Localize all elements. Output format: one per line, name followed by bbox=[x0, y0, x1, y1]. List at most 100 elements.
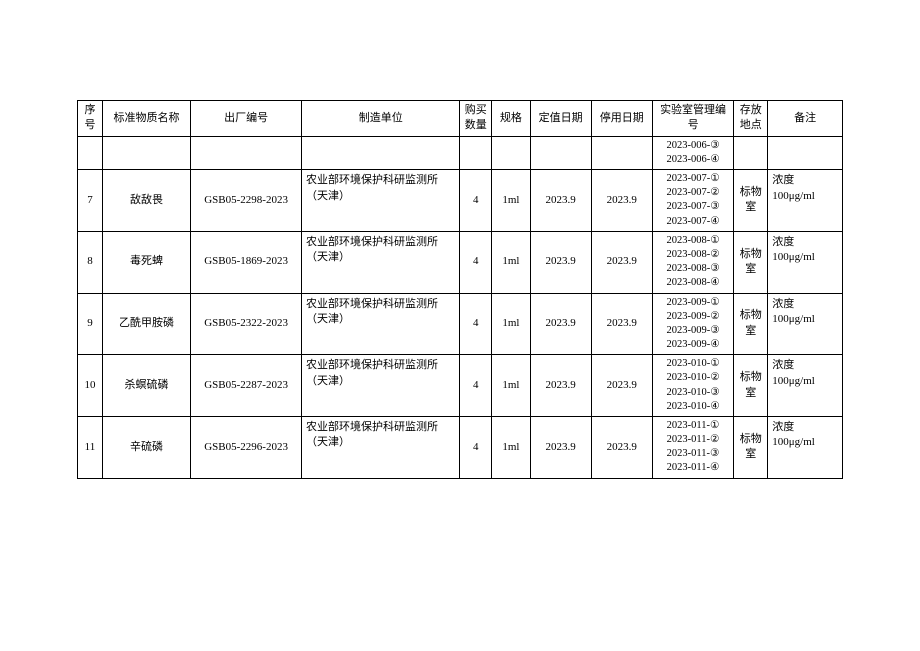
cell-location: 标物室 bbox=[734, 170, 768, 232]
labno-line: 2023-008-② bbox=[666, 249, 719, 260]
cell-qty: 4 bbox=[460, 231, 492, 293]
note-line: 浓度 bbox=[772, 298, 794, 310]
labno-line: 2023-011-③ bbox=[667, 448, 720, 459]
labno-line: 2023-006-③ bbox=[666, 140, 719, 151]
cell-factory: GSB05-2296-2023 bbox=[191, 416, 302, 478]
cell-expdate: 2023.9 bbox=[591, 355, 652, 417]
cell-location: 标物室 bbox=[734, 231, 768, 293]
cell-name: 乙酰甲胺磷 bbox=[102, 293, 190, 355]
labno-line: 2023-008-① bbox=[666, 235, 719, 246]
cell-name: 杀螟硫磷 bbox=[102, 355, 190, 417]
cell-caldate: 2023.9 bbox=[530, 293, 591, 355]
cell-caldate bbox=[530, 136, 591, 169]
mfg-line: 农业部环境保护科研监测所 bbox=[306, 359, 438, 371]
cell-seq: 10 bbox=[78, 355, 103, 417]
note-line: 100μg/ml bbox=[772, 375, 815, 387]
document-page: 序号 标准物质名称 出厂编号 制造单位 购买数量 规格 定值日期 停用日期 实验… bbox=[0, 0, 920, 479]
cell-remark: 浓度 100μg/ml bbox=[768, 231, 843, 293]
labno-line: 2023-011-② bbox=[667, 434, 720, 445]
cell-factory: GSB05-2298-2023 bbox=[191, 170, 302, 232]
cell-spec: 1ml bbox=[492, 416, 530, 478]
labno-line: 2023-007-① bbox=[666, 173, 719, 184]
header-factory: 出厂编号 bbox=[191, 101, 302, 137]
note-line: 100μg/ml bbox=[772, 251, 815, 263]
cell-labno: 2023-011-① 2023-011-② 2023-011-③ 2023-01… bbox=[652, 416, 733, 478]
cell-seq bbox=[78, 136, 103, 169]
cell-name: 毒死蜱 bbox=[102, 231, 190, 293]
labno-line: 2023-009-③ bbox=[666, 325, 719, 336]
table-row: 9 乙酰甲胺磷 GSB05-2322-2023 农业部环境保护科研监测所 （天津… bbox=[78, 293, 843, 355]
labno-line: 2023-007-④ bbox=[666, 216, 719, 227]
cell-expdate: 2023.9 bbox=[591, 293, 652, 355]
cell-spec: 1ml bbox=[492, 231, 530, 293]
cell-seq: 11 bbox=[78, 416, 103, 478]
cell-spec: 1ml bbox=[492, 355, 530, 417]
labno-line: 2023-010-② bbox=[666, 372, 719, 383]
mfg-line: 农业部环境保护科研监测所 bbox=[306, 174, 438, 186]
header-caldate: 定值日期 bbox=[530, 101, 591, 137]
header-remark: 备注 bbox=[768, 101, 843, 137]
cell-location: 标物室 bbox=[734, 416, 768, 478]
standard-material-table: 序号 标准物质名称 出厂编号 制造单位 购买数量 规格 定值日期 停用日期 实验… bbox=[77, 100, 843, 479]
cell-mfg bbox=[302, 136, 460, 169]
cell-spec: 1ml bbox=[492, 170, 530, 232]
labno-line: 2023-008-④ bbox=[666, 277, 719, 288]
cell-expdate: 2023.9 bbox=[591, 231, 652, 293]
cell-qty bbox=[460, 136, 492, 169]
cell-labno: 2023-007-① 2023-007-② 2023-007-③ 2023-00… bbox=[652, 170, 733, 232]
cell-name: 辛硫磷 bbox=[102, 416, 190, 478]
note-line: 浓度 bbox=[772, 174, 794, 186]
note-line: 100μg/ml bbox=[772, 190, 815, 202]
header-qty: 购买数量 bbox=[460, 101, 492, 137]
labno-line: 2023-010-① bbox=[666, 358, 719, 369]
cell-mfg: 农业部环境保护科研监测所 （天津） bbox=[302, 355, 460, 417]
note-line: 浓度 bbox=[772, 236, 794, 248]
cell-mfg: 农业部环境保护科研监测所 （天津） bbox=[302, 170, 460, 232]
labno-line: 2023-008-③ bbox=[666, 263, 719, 274]
cell-qty: 4 bbox=[460, 355, 492, 417]
header-name: 标准物质名称 bbox=[102, 101, 190, 137]
labno-line: 2023-010-④ bbox=[666, 401, 719, 412]
table-row: 11 辛硫磷 GSB05-2296-2023 农业部环境保护科研监测所 （天津）… bbox=[78, 416, 843, 478]
mfg-line: 农业部环境保护科研监测所 bbox=[306, 298, 438, 310]
labno-line: 2023-009-② bbox=[666, 311, 719, 322]
table-row: 10 杀螟硫磷 GSB05-2287-2023 农业部环境保护科研监测所 （天津… bbox=[78, 355, 843, 417]
cell-labno: 2023-006-③ 2023-006-④ bbox=[652, 136, 733, 169]
cell-seq: 7 bbox=[78, 170, 103, 232]
cell-mfg: 农业部环境保护科研监测所 （天津） bbox=[302, 416, 460, 478]
cell-remark bbox=[768, 136, 843, 169]
table-row: 8 毒死蜱 GSB05-1869-2023 农业部环境保护科研监测所 （天津） … bbox=[78, 231, 843, 293]
mfg-line: （天津） bbox=[306, 375, 350, 387]
cell-name bbox=[102, 136, 190, 169]
mfg-line: （天津） bbox=[306, 251, 350, 263]
cell-mfg: 农业部环境保护科研监测所 （天津） bbox=[302, 231, 460, 293]
header-seq: 序号 bbox=[78, 101, 103, 137]
labno-line: 2023-009-④ bbox=[666, 339, 719, 350]
cell-expdate: 2023.9 bbox=[591, 416, 652, 478]
mfg-line: 农业部环境保护科研监测所 bbox=[306, 421, 438, 433]
cell-remark: 浓度 100μg/ml bbox=[768, 355, 843, 417]
cell-name: 敌敌畏 bbox=[102, 170, 190, 232]
table-row: 7 敌敌畏 GSB05-2298-2023 农业部环境保护科研监测所 （天津） … bbox=[78, 170, 843, 232]
note-line: 100μg/ml bbox=[772, 436, 815, 448]
cell-labno: 2023-008-① 2023-008-② 2023-008-③ 2023-00… bbox=[652, 231, 733, 293]
cell-labno: 2023-010-① 2023-010-② 2023-010-③ 2023-01… bbox=[652, 355, 733, 417]
cell-caldate: 2023.9 bbox=[530, 416, 591, 478]
note-line: 浓度 bbox=[772, 359, 794, 371]
cell-spec bbox=[492, 136, 530, 169]
labno-line: 2023-006-④ bbox=[666, 154, 719, 165]
cell-location bbox=[734, 136, 768, 169]
cell-spec: 1ml bbox=[492, 293, 530, 355]
cell-qty: 4 bbox=[460, 170, 492, 232]
cell-mfg: 农业部环境保护科研监测所 （天津） bbox=[302, 293, 460, 355]
cell-remark: 浓度 100μg/ml bbox=[768, 416, 843, 478]
table-row: 2023-006-③ 2023-006-④ bbox=[78, 136, 843, 169]
header-row: 序号 标准物质名称 出厂编号 制造单位 购买数量 规格 定值日期 停用日期 实验… bbox=[78, 101, 843, 137]
cell-caldate: 2023.9 bbox=[530, 231, 591, 293]
cell-caldate: 2023.9 bbox=[530, 170, 591, 232]
mfg-line: （天津） bbox=[306, 190, 350, 202]
cell-factory: GSB05-1869-2023 bbox=[191, 231, 302, 293]
cell-qty: 4 bbox=[460, 416, 492, 478]
labno-line: 2023-009-① bbox=[666, 297, 719, 308]
cell-seq: 8 bbox=[78, 231, 103, 293]
